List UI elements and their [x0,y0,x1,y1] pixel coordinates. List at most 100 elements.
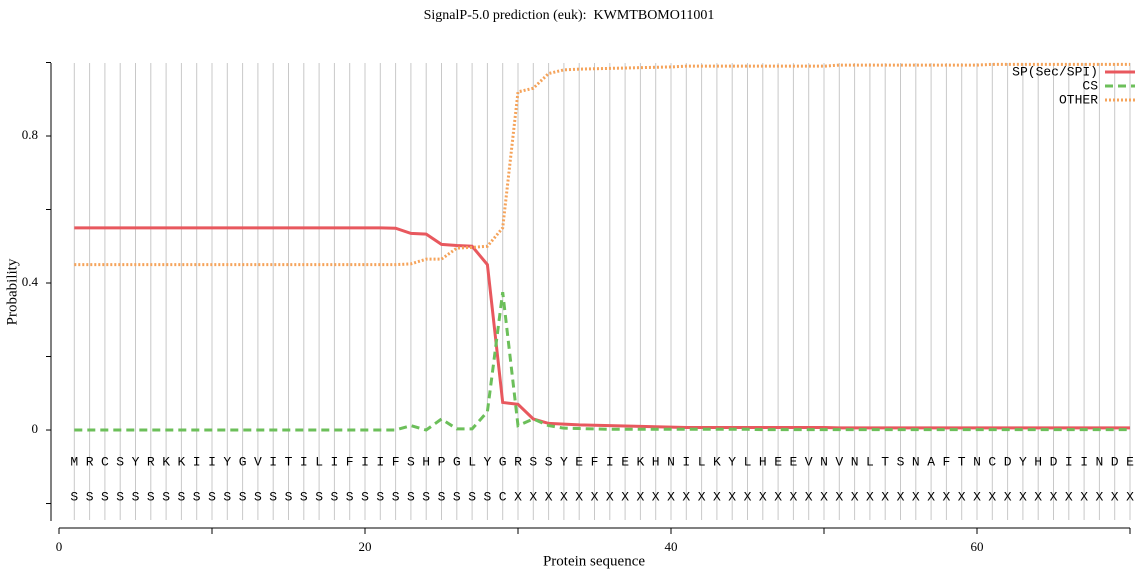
residue: Y [132,454,140,469]
residue: L [698,454,706,469]
residue-annotation: X [1034,489,1042,504]
residue-annotation: X [575,489,583,504]
residue: Y [560,454,568,469]
residue: Y [223,454,231,469]
residue: S [545,454,553,469]
residue-annotation: S [269,489,277,504]
residue-annotation: X [514,489,522,504]
x-axis-label: Protein sequence [543,553,645,569]
residue: L [315,454,323,469]
residue-annotation: S [193,489,201,504]
residue-annotation: S [407,489,415,504]
residue-annotation: X [820,489,828,504]
residue-annotation: X [988,489,996,504]
residue: N [820,454,828,469]
residue: S [116,454,124,469]
residue-annotation: X [1004,489,1012,504]
residue-annotation: X [789,489,797,504]
residue-annotation: X [1126,489,1134,504]
residue: I [1065,454,1073,469]
residue-annotation: X [881,489,889,504]
residue: S [529,454,537,469]
residue-annotation: S [223,489,231,504]
y-tick-label: 0.4 [22,274,39,289]
residue: V [805,454,813,469]
residue: K [177,454,185,469]
series-line [74,292,1130,432]
residue: V [254,454,262,469]
residue-annotation: S [453,489,461,504]
residue-annotation: X [774,489,782,504]
residue: I [193,454,201,469]
residue-annotation: X [698,489,706,504]
residue: D [1111,454,1119,469]
residue-annotation: X [591,489,599,504]
residue: S [407,454,415,469]
residue: T [285,454,293,469]
residue: E [575,454,583,469]
residue-annotation: X [958,489,966,504]
residue: V [835,454,843,469]
residue: Y [1019,454,1027,469]
residue-annotation: S [300,489,308,504]
residue: I [330,454,338,469]
residue-annotation: S [177,489,185,504]
legend-label: CS [1082,78,1098,93]
residue-annotation: X [560,489,568,504]
residue-annotation: X [529,489,537,504]
x-tick-label: 0 [56,539,63,554]
residue-annotation: X [927,489,935,504]
residue-annotation: X [667,489,675,504]
residue: H [652,454,660,469]
residue-annotation: X [744,489,752,504]
residue-annotation: X [835,489,843,504]
residue: T [881,454,889,469]
residue: C [988,454,996,469]
residue: N [973,454,981,469]
residue: F [942,454,950,469]
residue: I [269,454,277,469]
residue-annotation: S [116,489,124,504]
legend-label: OTHER [1059,92,1098,107]
residue: D [1050,454,1058,469]
residue-annotation: X [728,489,736,504]
residue-annotation: X [1095,489,1103,504]
residue-annotation: X [912,489,920,504]
residue-annotation: X [851,489,859,504]
chart-title: SignalP-5.0 prediction (euk): KWMTBOMO11… [424,8,715,23]
residue-annotation: S [208,489,216,504]
residue: Y [728,454,736,469]
residue-annotation: X [1065,489,1073,504]
residue-annotation: X [682,489,690,504]
residue-annotation: S [315,489,323,504]
residue-annotation: S [330,489,338,504]
legend-label: SP(Sec/SPI) [1012,64,1098,79]
residue-annotation: X [942,489,950,504]
residue-annotation: S [285,489,293,504]
residue-annotation: S [361,489,369,504]
residue: T [958,454,966,469]
residue-annotation: S [147,489,155,504]
residue: E [789,454,797,469]
residue-annotation: X [1080,489,1088,504]
residue: I [682,454,690,469]
residue: H [759,454,767,469]
x-tick-label: 60 [971,539,984,554]
residue: L [866,454,874,469]
residue-annotation: S [346,489,354,504]
residue: G [499,454,507,469]
y-tick-label: 0 [32,421,39,436]
residue: Y [483,454,491,469]
residue-annotation: S [70,489,78,504]
y-axis-label: Probability [4,258,20,325]
residue: I [361,454,369,469]
residue: F [591,454,599,469]
residue: N [667,454,675,469]
residue-annotation: X [866,489,874,504]
residue: H [422,454,430,469]
x-tick-label: 20 [359,539,372,554]
residue: G [239,454,247,469]
residue-annotation: X [545,489,553,504]
residue-annotation: S [422,489,430,504]
residue-annotation: X [1019,489,1027,504]
